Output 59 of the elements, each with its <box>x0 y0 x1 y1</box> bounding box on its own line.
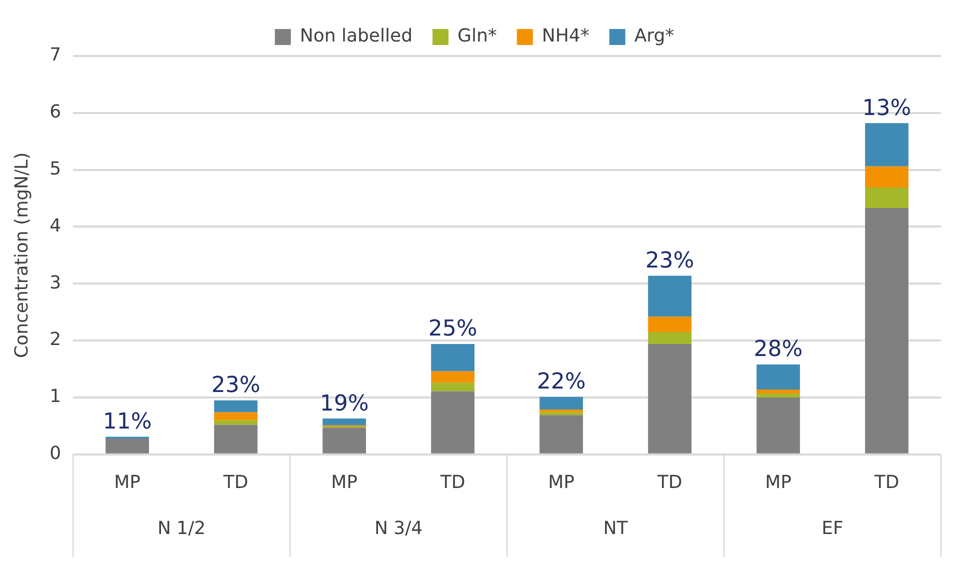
bar <box>865 208 908 454</box>
y-axis-title: Concentration (mgN/L) <box>11 152 32 358</box>
bar <box>540 396 583 410</box>
annotation: 22% <box>536 370 586 395</box>
annotation: 23% <box>645 248 694 274</box>
y-tick-label: 2 <box>50 329 62 350</box>
text: N 1/2 <box>157 518 206 540</box>
bar <box>431 371 474 383</box>
y-tick-label: 0 <box>50 443 62 464</box>
annotation: 23% <box>211 373 260 398</box>
bar <box>431 344 474 372</box>
bar <box>648 332 692 344</box>
bar <box>322 428 366 454</box>
x-tick-label: TD <box>873 472 900 493</box>
bar <box>214 400 258 412</box>
annotation: 11% <box>102 409 152 434</box>
bar <box>214 412 258 420</box>
y-tick-label: 6 <box>50 102 62 123</box>
legend-label: Gln* <box>458 26 497 47</box>
bar <box>431 391 474 454</box>
x-tick-label: MP <box>765 472 792 493</box>
bar <box>648 276 692 317</box>
bar <box>322 418 366 426</box>
bar <box>540 415 583 454</box>
text: NT <box>603 518 629 540</box>
bar <box>756 394 800 398</box>
bar <box>106 438 149 454</box>
y-tick-label: 4 <box>50 215 62 236</box>
bar <box>648 344 692 454</box>
annotation: 13% <box>862 96 912 121</box>
y-tick-label: 5 <box>50 158 62 180</box>
bar <box>214 424 258 454</box>
y-tick-label: 1 <box>50 386 62 408</box>
y-tick-label: 3 <box>50 272 62 294</box>
legend-label: NH4* <box>542 26 590 47</box>
bar <box>756 397 800 454</box>
bar <box>865 187 908 208</box>
bar <box>865 166 908 188</box>
bar <box>756 390 800 394</box>
x-tick-label: TD <box>222 472 248 493</box>
y-tick-label: 7 <box>50 44 62 66</box>
annotation: 28% <box>754 337 803 362</box>
annotation: 25% <box>428 316 478 342</box>
legend-label: Non labelled <box>300 26 413 47</box>
bar <box>648 316 692 332</box>
bar <box>865 123 908 166</box>
text: EF <box>822 518 844 540</box>
bar <box>214 420 258 425</box>
x-tick-label: TD <box>439 472 466 493</box>
bar <box>540 409 583 412</box>
bar <box>431 382 474 392</box>
legend-label: Arg* <box>634 26 674 47</box>
x-tick-label: MP <box>331 472 358 493</box>
x-tick-label: TD <box>656 472 682 493</box>
x-tick-label: MP <box>548 472 575 493</box>
annotation: 19% <box>320 391 369 416</box>
x-tick-label: MP <box>114 472 141 493</box>
text: N 3/4 <box>374 518 423 540</box>
bar <box>756 364 800 390</box>
